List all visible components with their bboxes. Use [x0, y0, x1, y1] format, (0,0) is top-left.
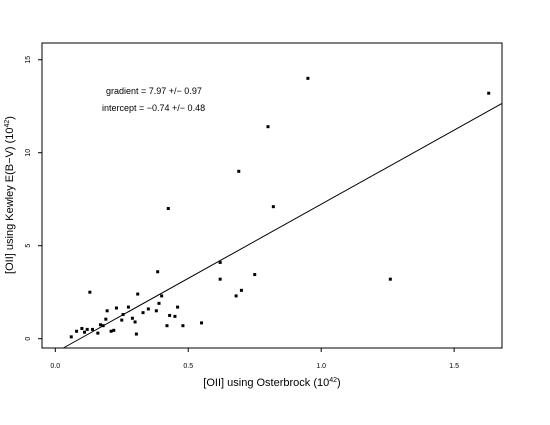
data-point — [168, 313, 172, 317]
data-point — [112, 328, 116, 332]
data-point — [176, 305, 180, 309]
annotation-intercept: intercept = −0.74 +/− 0.48 — [102, 103, 205, 113]
x-tick-label: 1.0 — [316, 363, 326, 370]
data-point — [121, 313, 125, 317]
y-axis-title-sup: 42 — [4, 120, 11, 128]
data-point — [271, 205, 275, 209]
annotation-gradient: gradient = 7.97 +/− 0.97 — [106, 86, 202, 96]
x-axis-title-main: [OII] using Osterbrock (10 — [203, 377, 329, 389]
data-point — [91, 327, 95, 331]
data-point — [69, 335, 73, 339]
data-point — [136, 292, 140, 296]
regression-line-group — [63, 103, 503, 349]
data-point — [166, 207, 170, 211]
data-point — [165, 324, 169, 328]
x-axis-title-sup: 42 — [329, 377, 337, 384]
data-point — [104, 317, 108, 321]
data-point — [200, 321, 204, 325]
data-point — [75, 329, 79, 333]
data-point — [154, 309, 158, 313]
data-point — [218, 277, 222, 281]
x-axis-title: [OII] using Osterbrock (1042) — [203, 377, 340, 389]
data-point — [160, 294, 164, 298]
y-axis-ticks: 0 5 10 15 — [25, 56, 42, 341]
y-tick-label: 5 — [25, 244, 32, 248]
data-point — [157, 301, 161, 305]
y-axis-title-main: [OII] using Kewley E(B−V) (10 — [4, 128, 16, 274]
data-point — [101, 324, 105, 328]
data-point — [98, 323, 102, 327]
data-point — [234, 294, 238, 298]
data-point — [388, 277, 392, 281]
y-axis-title: [OII] using Kewley E(B−V) (1042) — [4, 116, 16, 274]
data-point — [134, 332, 138, 336]
y-tick-label: 10 — [25, 149, 32, 157]
x-tick-label: 0.5 — [183, 363, 193, 370]
data-point — [85, 327, 89, 331]
data-point — [141, 311, 145, 315]
x-tick-label: 0.0 — [50, 363, 60, 370]
data-point — [253, 273, 257, 277]
y-tick-label: 15 — [25, 56, 32, 64]
data-point — [114, 306, 118, 310]
regression-line — [63, 103, 503, 349]
data-point — [181, 324, 185, 328]
data-point — [173, 314, 177, 318]
data-point — [130, 316, 134, 320]
y-tick-label: 0 — [25, 337, 32, 341]
x-axis-title-end: ) — [337, 377, 341, 389]
plot-frame — [41, 42, 503, 349]
data-point — [109, 329, 113, 333]
data-point — [487, 91, 491, 95]
data-point — [105, 309, 109, 313]
x-tick-label: 1.5 — [449, 363, 459, 370]
data-point — [96, 331, 100, 335]
data-point — [133, 320, 137, 324]
x-axis-ticks: 0.0 0.5 1.0 1.5 — [50, 348, 459, 370]
data-point — [146, 307, 150, 311]
data-point — [83, 330, 87, 334]
data-point — [306, 76, 310, 80]
data-point — [156, 270, 160, 274]
data-point — [266, 125, 270, 129]
data-point — [126, 305, 130, 309]
data-point — [239, 288, 243, 292]
y-axis-title-end: ) — [4, 116, 16, 120]
data-point — [218, 260, 222, 264]
data-point — [120, 318, 124, 322]
data-points — [69, 76, 491, 339]
data-point — [237, 169, 241, 173]
data-point — [80, 326, 84, 330]
data-point — [88, 290, 92, 294]
